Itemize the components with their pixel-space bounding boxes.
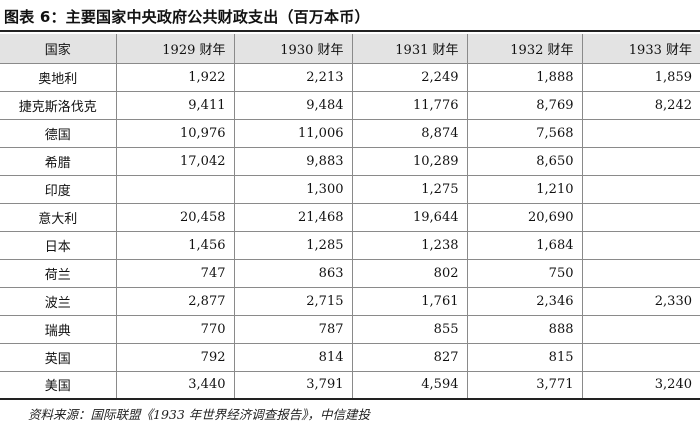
- value-cell: [582, 343, 700, 372]
- value-cell: 3,240: [582, 371, 700, 400]
- table-row: 奥地利 1,922 2,213 2,249 1,888 1,859: [0, 63, 700, 92]
- table-row: 美国 3,440 3,791 4,594 3,771 3,240: [0, 371, 700, 400]
- value-cell: 8,650: [467, 147, 583, 176]
- value-cell: 888: [467, 315, 583, 344]
- value-cell: 1,684: [467, 231, 583, 260]
- country-cell: 奥地利: [0, 63, 117, 92]
- value-cell: 827: [352, 343, 468, 372]
- value-cell: 10,289: [352, 147, 468, 176]
- country-cell: 英国: [0, 343, 117, 372]
- value-cell: 855: [352, 315, 468, 344]
- table-row: 希腊 17,042 9,883 10,289 8,650: [0, 147, 700, 176]
- value-cell: [582, 203, 700, 232]
- value-cell: [582, 259, 700, 288]
- table-row: 印度 1,300 1,275 1,210: [0, 175, 700, 204]
- country-cell: 意大利: [0, 203, 117, 232]
- table-row: 意大利 20,458 21,468 19,644 20,690: [0, 203, 700, 232]
- value-cell: 20,690: [467, 203, 583, 232]
- page-title: 图表 6：主要国家中央政府公共财政支出（百万本币）: [4, 8, 370, 26]
- value-cell: 1,210: [467, 175, 583, 204]
- header-fy1932: 1932 财年: [467, 34, 583, 64]
- value-cell: 1,285: [234, 231, 353, 260]
- value-cell: 1,275: [352, 175, 468, 204]
- value-cell: 2,877: [116, 287, 235, 316]
- value-cell: 792: [116, 343, 235, 372]
- expenditure-table: 国家 1929 财年 1930 财年 1931 财年 1932 财年 1933 …: [0, 34, 700, 400]
- header-country: 国家: [0, 34, 117, 64]
- value-cell: [582, 315, 700, 344]
- value-cell: 9,883: [234, 147, 353, 176]
- value-cell: 2,346: [467, 287, 583, 316]
- value-cell: 2,249: [352, 63, 468, 92]
- value-cell: 863: [234, 259, 353, 288]
- value-cell: 11,006: [234, 119, 353, 148]
- country-cell: 波兰: [0, 287, 117, 316]
- value-cell: 4,594: [352, 371, 468, 400]
- table-row: 波兰 2,877 2,715 1,761 2,346 2,330: [0, 287, 700, 316]
- value-cell: 815: [467, 343, 583, 372]
- value-cell: 1,761: [352, 287, 468, 316]
- table-row: 日本 1,456 1,285 1,238 1,684: [0, 231, 700, 260]
- source-note: 资料来源：国际联盟《1933 年世界经济调查报告》，中信建投: [28, 407, 371, 422]
- value-cell: 770: [116, 315, 235, 344]
- value-cell: 8,242: [582, 91, 700, 120]
- header-fy1929: 1929 财年: [116, 34, 235, 64]
- value-cell: 2,330: [582, 287, 700, 316]
- value-cell: [116, 175, 235, 204]
- title-bar: 图表 6：主要国家中央政府公共财政支出（百万本币）: [0, 0, 700, 32]
- value-cell: 3,440: [116, 371, 235, 400]
- value-cell: 747: [116, 259, 235, 288]
- table-row: 捷克斯洛伐克 9,411 9,484 11,776 8,769 8,242: [0, 91, 700, 120]
- value-cell: 1,922: [116, 63, 235, 92]
- value-cell: 20,458: [116, 203, 235, 232]
- value-cell: 750: [467, 259, 583, 288]
- value-cell: [582, 147, 700, 176]
- table-body: 奥地利 1,922 2,213 2,249 1,888 1,859 捷克斯洛伐克 9,411 9…: [0, 63, 700, 400]
- country-cell: 印度: [0, 175, 117, 204]
- table-row: 德国 10,976 11,006 8,874 7,568: [0, 119, 700, 148]
- value-cell: 19,644: [352, 203, 468, 232]
- table-header-row: 国家 1929 财年 1930 财年 1931 财年 1932 财年 1933 …: [0, 34, 700, 64]
- value-cell: 3,771: [467, 371, 583, 400]
- value-cell: 9,411: [116, 91, 235, 120]
- table-row: 荷兰 747 863 802 750: [0, 259, 700, 288]
- value-cell: 1,456: [116, 231, 235, 260]
- value-cell: [582, 175, 700, 204]
- value-cell: 3,791: [234, 371, 353, 400]
- value-cell: 1,888: [467, 63, 583, 92]
- value-cell: 10,976: [116, 119, 235, 148]
- country-cell: 捷克斯洛伐克: [0, 91, 117, 120]
- country-cell: 希腊: [0, 147, 117, 176]
- value-cell: [582, 231, 700, 260]
- header-fy1933: 1933 财年: [582, 34, 700, 64]
- value-cell: 11,776: [352, 91, 468, 120]
- value-cell: 2,715: [234, 287, 353, 316]
- table-row: 英国 792 814 827 815: [0, 343, 700, 372]
- value-cell: 1,300: [234, 175, 353, 204]
- value-cell: 814: [234, 343, 353, 372]
- value-cell: 7,568: [467, 119, 583, 148]
- country-cell: 荷兰: [0, 259, 117, 288]
- value-cell: 17,042: [116, 147, 235, 176]
- country-cell: 德国: [0, 119, 117, 148]
- header-fy1930: 1930 财年: [234, 34, 353, 64]
- country-cell: 日本: [0, 231, 117, 260]
- value-cell: 802: [352, 259, 468, 288]
- value-cell: 21,468: [234, 203, 353, 232]
- value-cell: [582, 119, 700, 148]
- value-cell: 2,213: [234, 63, 353, 92]
- value-cell: 787: [234, 315, 353, 344]
- country-cell: 瑞典: [0, 315, 117, 344]
- table-row: 瑞典 770 787 855 888: [0, 315, 700, 344]
- country-cell: 美国: [0, 371, 117, 400]
- header-fy1931: 1931 财年: [352, 34, 468, 64]
- value-cell: 1,238: [352, 231, 468, 260]
- value-cell: 1,859: [582, 63, 700, 92]
- value-cell: 9,484: [234, 91, 353, 120]
- value-cell: 8,769: [467, 91, 583, 120]
- value-cell: 8,874: [352, 119, 468, 148]
